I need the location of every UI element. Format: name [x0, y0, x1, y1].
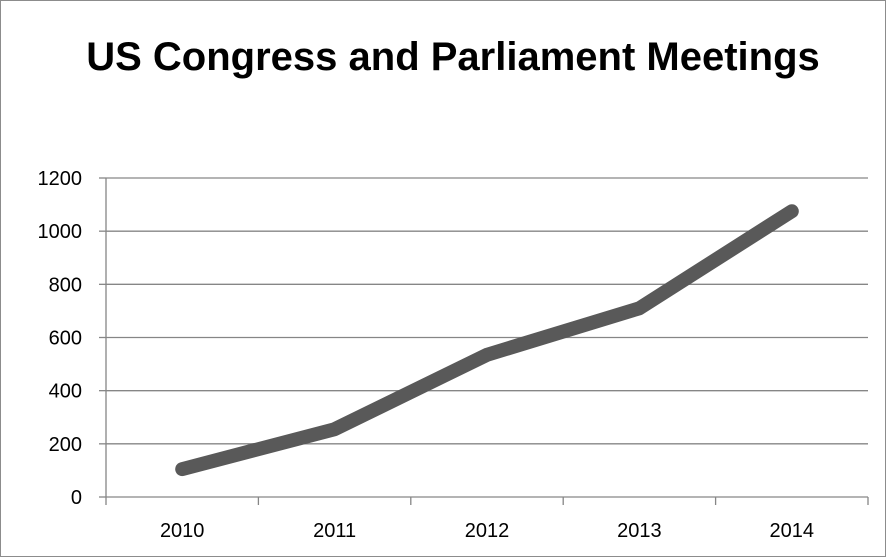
x-tick-label: 2013 [617, 520, 662, 542]
y-tick-label: 800 [49, 274, 82, 296]
y-axis-tick-labels: 0 200 400 600 800 1000 1200 [38, 168, 83, 509]
y-tick-label: 600 [49, 328, 82, 350]
y-tick-label: 1000 [38, 221, 83, 243]
data-point [791, 211, 792, 212]
y-tick-label: 200 [49, 434, 82, 456]
data-point [182, 469, 183, 470]
x-tick-label: 2012 [465, 520, 510, 542]
data-point [487, 354, 488, 355]
x-tick-label: 2010 [160, 520, 205, 542]
y-tick-label: 0 [71, 487, 82, 509]
x-axis-tick-labels: 2010 2011 2012 2013 2014 [160, 520, 814, 542]
y-tick-label: 400 [49, 381, 82, 403]
x-tick-label: 2011 [313, 520, 356, 542]
series-line [182, 211, 792, 469]
x-tick-label: 2014 [770, 520, 815, 542]
data-point [334, 429, 335, 430]
gridlines [106, 178, 868, 444]
y-tick-label: 1200 [38, 168, 83, 190]
series-lines [182, 211, 793, 470]
data-point [639, 308, 640, 309]
